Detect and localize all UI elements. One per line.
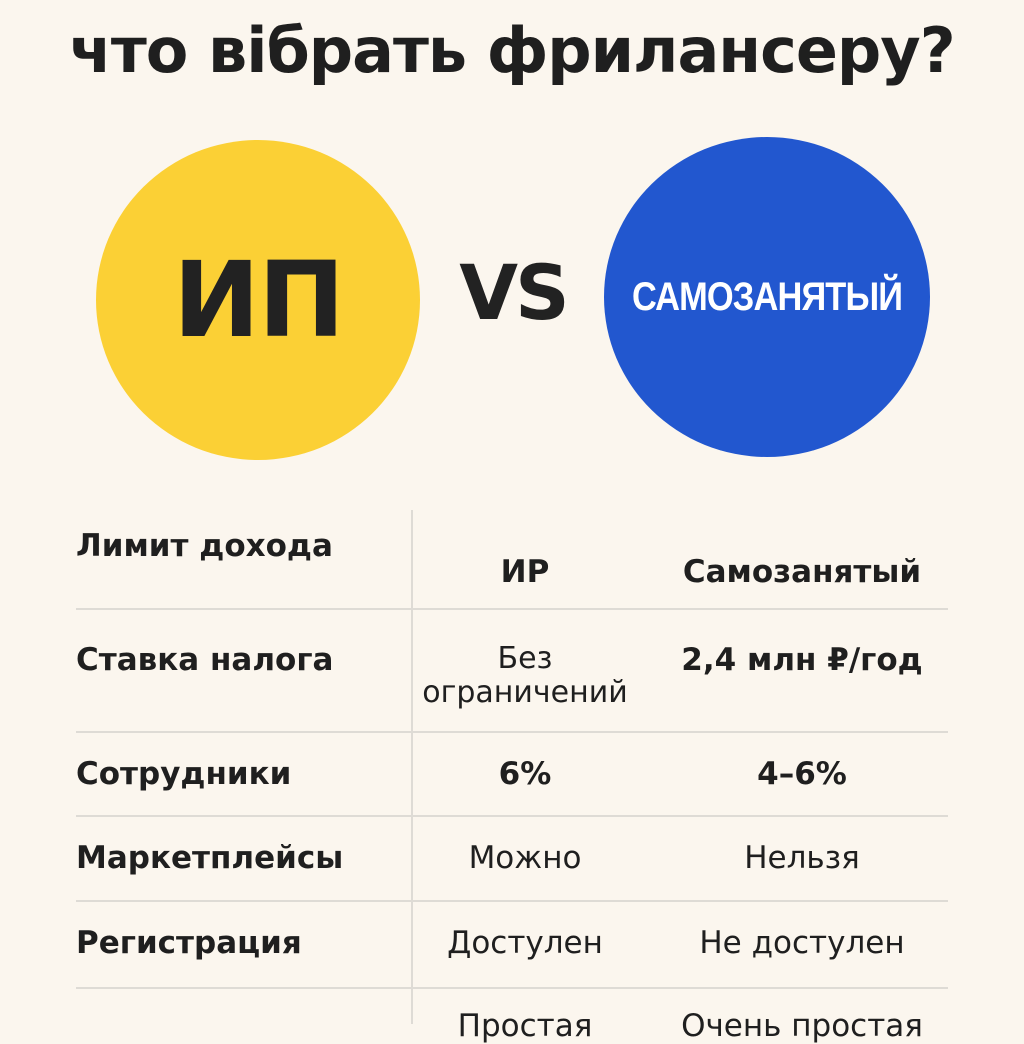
header-col-self-employed: Самозанятый (682, 554, 922, 590)
row-label: Сотрудники (76, 756, 292, 792)
row-value-self-employed: Очень простая (681, 1008, 923, 1044)
ip-circle: ИП (96, 140, 420, 460)
self-employed-circle: САМОЗАНЯТЫЙ (604, 137, 930, 457)
row-label: Ставка налога (76, 642, 334, 678)
row-value-self-employed: Нельзя (744, 840, 860, 876)
row-value-self-employed: 4–6% (757, 756, 847, 792)
self-employed-circle-label: САМОЗАНЯТЫЙ (631, 274, 903, 319)
row-label: Регистрация (76, 925, 302, 961)
row-value-ip: 6% (498, 756, 552, 792)
row-divider (76, 608, 948, 610)
row-value-self-employed: 2,4 млн ₽/год (681, 642, 923, 678)
header-col-ip: ИР (500, 554, 550, 590)
row-value-ip: Достулен (447, 925, 603, 961)
column-divider (411, 510, 413, 1024)
row-value-self-employed: Не достулен (699, 925, 905, 961)
row-label: Маркетплейсы (76, 840, 344, 876)
row-divider (76, 815, 948, 817)
row-divider (76, 731, 948, 733)
table-corner-label: Лимит дохода (76, 528, 333, 564)
row-value-ip: Простая (457, 1008, 593, 1044)
page-title: что вібрать фрилансеру? (69, 14, 955, 87)
row-value-ip: Можно (468, 840, 582, 876)
row-value-ip: Без ограничений (422, 641, 628, 710)
row-divider (76, 900, 948, 902)
row-divider (76, 987, 948, 989)
ip-circle-label: ИП (172, 239, 345, 361)
vs-label: VS (459, 248, 570, 337)
